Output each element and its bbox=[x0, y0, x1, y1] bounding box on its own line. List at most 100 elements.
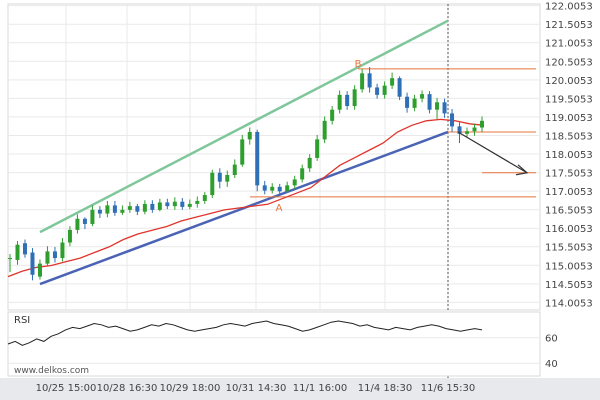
x-tick-label: 11/1 16:00 bbox=[293, 383, 347, 394]
x-tick-label: 10/29 18:00 bbox=[160, 383, 221, 394]
candle-body bbox=[210, 172, 215, 196]
x-tick-label: 11/4 18:30 bbox=[358, 383, 412, 394]
candle bbox=[97, 206, 102, 219]
candle bbox=[45, 246, 50, 267]
candle-body bbox=[255, 131, 260, 186]
candle-body bbox=[285, 185, 290, 192]
trend-channel bbox=[39, 19, 449, 286]
y-tick-label: 121.0053 bbox=[545, 39, 593, 50]
channel-upper-line bbox=[39, 19, 449, 234]
candle-body bbox=[120, 209, 125, 213]
candle-body bbox=[187, 203, 192, 207]
y-tick-label: 122.0053 bbox=[545, 2, 593, 13]
candle-body bbox=[345, 94, 350, 106]
x-tick-label: 11/6 15:30 bbox=[421, 383, 475, 394]
y-tick-label: 114.5053 bbox=[545, 280, 593, 291]
candle-body bbox=[232, 164, 237, 175]
y-tick-label: 115.5053 bbox=[545, 243, 593, 254]
candle-body bbox=[30, 252, 35, 275]
candle-body bbox=[480, 120, 484, 128]
candle bbox=[180, 197, 185, 210]
candle-body bbox=[157, 202, 162, 210]
candle-body bbox=[367, 73, 372, 88]
footer-text: www.delkos.com bbox=[14, 366, 89, 376]
candle bbox=[30, 248, 35, 281]
candle bbox=[67, 226, 72, 247]
candle-body bbox=[142, 203, 147, 212]
candle-body bbox=[112, 205, 117, 213]
candle bbox=[172, 197, 177, 210]
candle-body bbox=[75, 218, 80, 230]
candle bbox=[405, 92, 410, 113]
candle-body bbox=[337, 94, 342, 110]
candle bbox=[52, 246, 57, 263]
candle bbox=[210, 169, 215, 198]
channel-lower-line bbox=[39, 130, 449, 286]
candle bbox=[375, 83, 380, 99]
grid-lines bbox=[7, 3, 541, 378]
y-tick-label: 120.5053 bbox=[545, 57, 593, 68]
y-tick-label: 121.5053 bbox=[545, 20, 593, 31]
candle-body bbox=[165, 202, 170, 207]
y-tick-label: 116.5053 bbox=[545, 206, 593, 217]
candle-body bbox=[420, 94, 425, 99]
y-tick-label: 118.5053 bbox=[545, 131, 593, 142]
y-tick-label: 115.0053 bbox=[545, 261, 593, 272]
candle bbox=[420, 90, 425, 103]
candle bbox=[322, 116, 327, 144]
projection-arrow bbox=[457, 131, 528, 174]
candle bbox=[345, 91, 350, 110]
candle bbox=[15, 241, 20, 265]
rsi-label: RSI bbox=[14, 315, 30, 326]
candle-body bbox=[15, 244, 20, 260]
candle bbox=[262, 180, 267, 195]
candle bbox=[337, 90, 342, 114]
candlesticks bbox=[8, 67, 484, 281]
candle bbox=[22, 239, 27, 258]
candle-body bbox=[45, 251, 50, 264]
candle bbox=[105, 200, 110, 218]
candle-body bbox=[60, 242, 65, 259]
candle bbox=[397, 76, 402, 101]
rsi-line bbox=[7, 320, 483, 346]
y-tick-label: 119.0053 bbox=[545, 113, 593, 124]
candle bbox=[112, 200, 117, 216]
moving-average bbox=[7, 118, 485, 278]
rsi-panel: 60 40 RSI www.delkos.com bbox=[7, 311, 558, 377]
y-tick-label: 117.5053 bbox=[545, 169, 593, 180]
candle bbox=[202, 192, 207, 204]
y-tick-label: 119.5053 bbox=[545, 94, 593, 105]
candle bbox=[450, 108, 455, 132]
candle bbox=[8, 253, 12, 273]
candle-body bbox=[8, 258, 12, 260]
candle-body bbox=[457, 126, 462, 134]
candle-body bbox=[390, 78, 395, 86]
candle bbox=[465, 127, 470, 138]
candle-body bbox=[360, 73, 365, 90]
rsi-tick-label: 60 bbox=[545, 334, 558, 345]
candle bbox=[142, 200, 147, 215]
candle bbox=[307, 154, 312, 173]
candle-body bbox=[300, 168, 305, 180]
candle bbox=[480, 116, 484, 132]
x-axis: 10/28 16:30 10/29 18:00 10/31 14:30 11/1 16… bbox=[0, 378, 600, 400]
candle bbox=[120, 205, 125, 216]
candle-body bbox=[292, 179, 297, 186]
candle-body bbox=[270, 186, 275, 191]
candle bbox=[285, 181, 290, 193]
candle bbox=[165, 198, 170, 210]
candle bbox=[225, 170, 230, 187]
candle bbox=[367, 67, 372, 93]
candle-body bbox=[315, 139, 320, 158]
candle-body bbox=[472, 127, 477, 132]
y-tick-label: 114.0053 bbox=[545, 298, 593, 309]
candle bbox=[187, 199, 192, 210]
candle bbox=[442, 98, 447, 118]
x-tick-label: 10/31 14:30 bbox=[226, 383, 287, 394]
candle-body bbox=[382, 85, 387, 95]
candle-body bbox=[217, 172, 222, 182]
candle-body bbox=[465, 131, 470, 134]
y-tick-label: 118.0053 bbox=[545, 150, 593, 161]
candle bbox=[157, 198, 162, 212]
